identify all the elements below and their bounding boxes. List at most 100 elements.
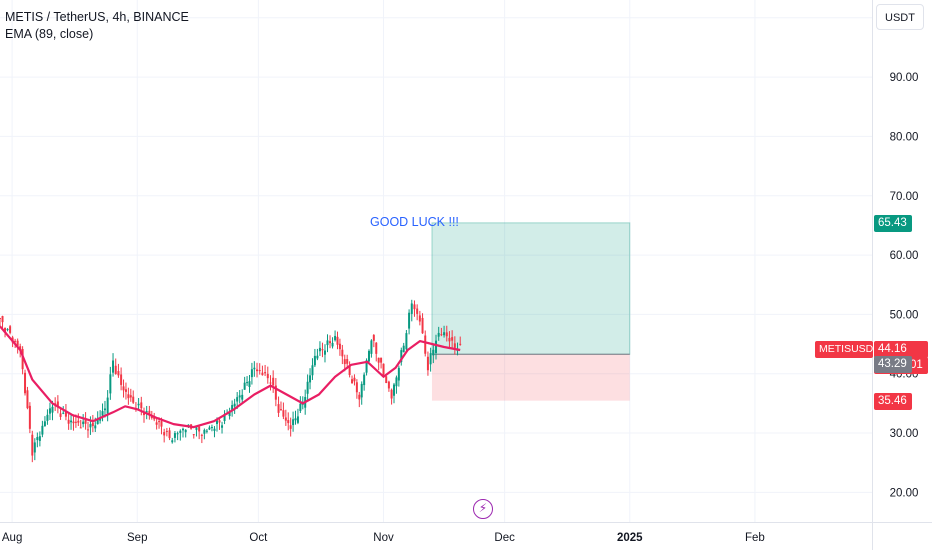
candle-body (228, 412, 231, 417)
candle-body (397, 367, 400, 381)
candle-body (451, 337, 454, 341)
candle-body (426, 356, 429, 371)
candle-body (176, 433, 179, 435)
candle-body (46, 414, 49, 421)
candle-body (282, 410, 285, 417)
symbol-title: METIS / TetherUS, 4h, BINANCE (5, 10, 189, 24)
y-tick-label: 70.00 (890, 191, 919, 203)
candle-body (306, 381, 309, 394)
candle-body (318, 347, 321, 352)
candle-body (145, 411, 148, 413)
candle-body (274, 385, 277, 400)
candle-body (129, 395, 132, 398)
candle-body (253, 367, 256, 370)
candle-body (395, 377, 398, 387)
candle-body (153, 417, 156, 420)
candle-body (385, 376, 388, 384)
last-price-tag: 44.16 (874, 341, 928, 359)
candle-body (87, 429, 90, 431)
candle-body (124, 389, 127, 392)
candle-body (9, 326, 12, 333)
candle-body (367, 350, 370, 362)
candle-body (179, 430, 182, 433)
candle-body (0, 317, 1, 319)
candle-body (329, 341, 332, 344)
candle-body (41, 425, 44, 435)
candle-body (120, 374, 123, 385)
profit-zone (431, 222, 631, 355)
candle-body (21, 349, 24, 370)
candle-body (360, 383, 363, 398)
candle-body (387, 381, 390, 389)
candle-body (390, 389, 393, 399)
candle-body (432, 349, 435, 356)
candle-body (198, 426, 201, 432)
x-tick-label: Oct (249, 532, 268, 544)
candle-body (363, 374, 366, 386)
candle-body (405, 333, 408, 350)
candle-body (326, 340, 329, 346)
candle-body (445, 332, 448, 337)
candle-body (313, 355, 316, 366)
candle-body (122, 386, 125, 391)
candle-body (443, 332, 446, 336)
x-tick-label: Feb (745, 532, 765, 544)
ema-indicator-label[interactable]: EMA (89, close) (5, 27, 94, 41)
candle-body (51, 406, 54, 413)
candle-body (248, 381, 251, 387)
candle-body (341, 349, 344, 357)
y-tick-label: 80.00 (890, 131, 919, 143)
candle-body (14, 340, 17, 342)
candle-body (1, 316, 4, 323)
candle-body (6, 329, 9, 331)
candle-body (4, 327, 7, 333)
y-tick-label: 60.00 (890, 250, 919, 262)
candle-body (238, 395, 241, 398)
candle-body (171, 440, 174, 443)
candle-body (416, 308, 419, 314)
candle-body (16, 340, 19, 346)
candle-body (348, 365, 351, 375)
candle-body (89, 424, 92, 428)
candle-body (408, 312, 411, 329)
good-luck-annotation[interactable]: GOOD LUCK !!! (370, 215, 459, 229)
candle-body (165, 430, 168, 432)
candle-body (109, 374, 112, 394)
candle-body (316, 355, 319, 359)
candle-body (70, 420, 73, 423)
candle-body (338, 343, 341, 350)
candle-body (84, 419, 87, 424)
candle-body (215, 420, 218, 425)
ema-line (0, 325, 461, 429)
candle-body (182, 428, 185, 431)
candle-body (292, 419, 295, 426)
candle-body (246, 382, 249, 384)
candle-body (261, 372, 264, 376)
candle-body (233, 403, 236, 407)
candle-body (28, 405, 31, 429)
x-tick-label: Nov (373, 532, 394, 544)
candle-body (117, 371, 120, 376)
candle-body (72, 421, 75, 424)
candle-body (48, 408, 51, 414)
candle-body (96, 418, 99, 425)
candle-body (321, 349, 324, 351)
candle-body (106, 397, 109, 414)
candle-body (195, 427, 198, 430)
candle-body (353, 377, 356, 382)
candle-body (221, 425, 224, 428)
candle-body (127, 394, 130, 399)
currency-button[interactable]: USDT (876, 4, 924, 30)
candle-body (343, 359, 346, 365)
candle-body (36, 437, 39, 441)
lightning-bolt-icon[interactable]: ⚡ (473, 499, 493, 519)
candle-body (160, 421, 163, 427)
y-tick-label: 50.00 (890, 309, 919, 321)
candle-body (264, 372, 267, 374)
candle-body (424, 335, 427, 354)
candle-body (56, 401, 59, 408)
candle-body (67, 419, 70, 424)
candle-body (410, 303, 413, 314)
candle-body (200, 434, 203, 436)
